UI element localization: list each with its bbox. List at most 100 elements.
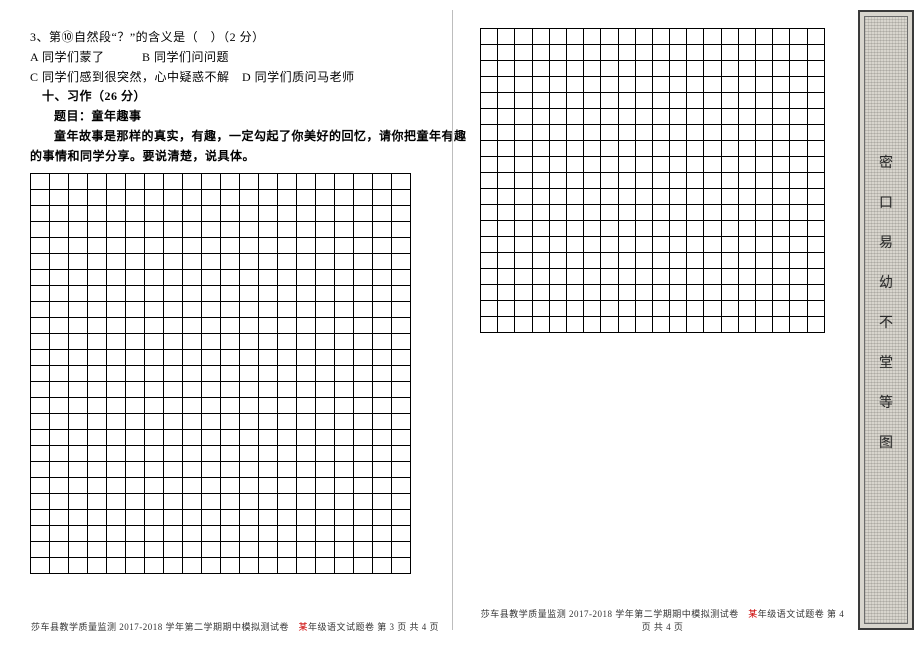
binding-char: 幼 [879, 272, 893, 292]
grid-cell [773, 301, 790, 317]
grid-cell [107, 365, 126, 381]
grid-cell [107, 493, 126, 509]
grid-cell [240, 285, 259, 301]
grid-cell [240, 493, 259, 509]
grid-cell [738, 317, 755, 333]
binding-char: 堂 [879, 352, 893, 372]
grid-cell [88, 221, 107, 237]
grid-cell [240, 349, 259, 365]
grid-cell [278, 525, 297, 541]
grid-cell [69, 301, 88, 317]
grid-cell [202, 349, 221, 365]
grid-cell [145, 317, 164, 333]
grid-cell [687, 77, 704, 93]
grid-cell [126, 445, 145, 461]
grid-cell [69, 445, 88, 461]
grid-cell [354, 301, 373, 317]
grid-cell [584, 45, 601, 61]
grid-cell [240, 429, 259, 445]
grid-cell [498, 77, 515, 93]
grid-cell [126, 173, 145, 189]
grid-cell [807, 29, 824, 45]
grid-cell [549, 45, 566, 61]
grid-cell [635, 173, 652, 189]
grid-cell [481, 61, 498, 77]
grid-cell [316, 525, 335, 541]
grid-cell [566, 93, 583, 109]
grid-cell [202, 237, 221, 253]
grid-cell [515, 141, 532, 157]
grid-cell [164, 477, 183, 493]
grid-cell [354, 269, 373, 285]
grid-cell [687, 157, 704, 173]
grid-cell [259, 477, 278, 493]
essay-prompt-2: 的事情和同学分享。要说清楚，说具体。 [30, 147, 420, 167]
grid-cell [354, 317, 373, 333]
grid-cell [756, 45, 773, 61]
grid-cell [335, 333, 354, 349]
grid-cell [481, 141, 498, 157]
grid-cell [652, 317, 669, 333]
grid-cell [481, 45, 498, 61]
grid-cell [515, 269, 532, 285]
grid-cell [278, 301, 297, 317]
grid-cell [601, 205, 618, 221]
grid-cell [145, 221, 164, 237]
grid-cell [738, 157, 755, 173]
grid-cell [259, 493, 278, 509]
grid-cell [601, 157, 618, 173]
grid-cell [721, 237, 738, 253]
grid-cell [335, 269, 354, 285]
grid-cell [687, 61, 704, 77]
grid-cell [773, 61, 790, 77]
grid-cell [126, 413, 145, 429]
grid-cell [549, 301, 566, 317]
grid-cell [532, 125, 549, 141]
grid-cell [69, 493, 88, 509]
grid-cell [50, 253, 69, 269]
grid-cell [316, 173, 335, 189]
grid-cell [69, 317, 88, 333]
grid-cell [316, 445, 335, 461]
grid-cell [635, 301, 652, 317]
grid-cell [652, 141, 669, 157]
grid-cell [240, 413, 259, 429]
grid-cell [756, 269, 773, 285]
grid-cell [498, 141, 515, 157]
grid-cell [584, 125, 601, 141]
grid-cell [635, 141, 652, 157]
grid-cell [278, 333, 297, 349]
grid-cell [126, 333, 145, 349]
grid-cell [183, 253, 202, 269]
grid-cell [584, 93, 601, 109]
grid-cell [145, 237, 164, 253]
grid-cell [584, 237, 601, 253]
grid-cell [221, 269, 240, 285]
grid-cell [704, 157, 721, 173]
grid-cell [670, 221, 687, 237]
essay-prompt-1: 童年故事是那样的真实，有趣，一定勾起了你美好的回忆，请你把童年有趣 [30, 127, 420, 147]
grid-cell [335, 381, 354, 397]
grid-cell [69, 413, 88, 429]
grid-cell [221, 493, 240, 509]
grid-cell [107, 541, 126, 557]
grid-cell [618, 189, 635, 205]
grid-cell [618, 237, 635, 253]
grid-cell [790, 221, 807, 237]
grid-cell [790, 237, 807, 253]
grid-cell [31, 541, 50, 557]
grid-cell [183, 525, 202, 541]
grid-cell [515, 93, 532, 109]
grid-cell [498, 61, 515, 77]
grid-cell [756, 109, 773, 125]
grid-cell [618, 221, 635, 237]
binding-char: 不 [879, 312, 893, 332]
grid-cell [773, 93, 790, 109]
grid-cell [145, 525, 164, 541]
grid-cell [566, 221, 583, 237]
grid-cell [145, 429, 164, 445]
grid-cell [107, 205, 126, 221]
grid-cell [221, 237, 240, 253]
grid-cell [259, 525, 278, 541]
grid-cell [584, 61, 601, 77]
